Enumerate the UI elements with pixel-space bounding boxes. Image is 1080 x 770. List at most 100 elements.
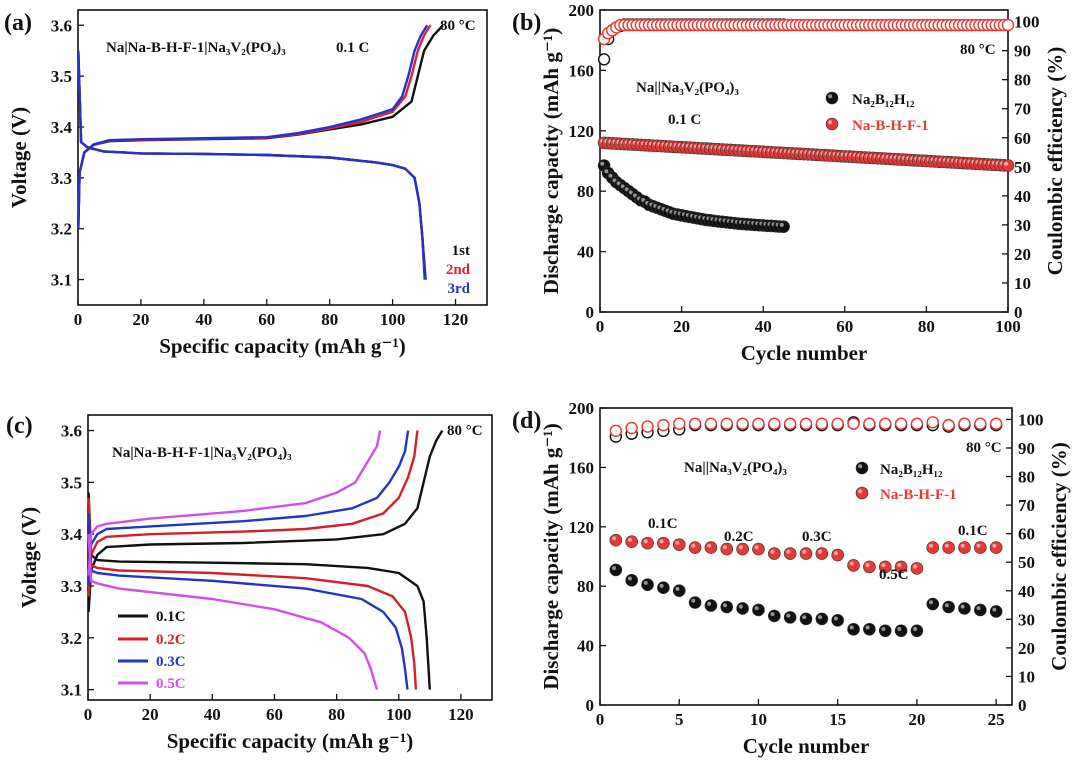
data-point [863,622,876,636]
legend-entry: Na-B-H-F-1 [880,487,957,503]
x-tick-label: 40 [195,310,212,329]
data-point [799,547,813,560]
legend-marker-highlight [858,464,863,469]
x-tick-label: 0 [74,310,83,329]
x-tick-label: 0 [596,317,605,336]
data-point [768,609,781,623]
panel-label: (c) [6,413,33,439]
x-tick-label: 5 [675,710,684,729]
data-point [926,541,940,554]
data-point-highlight [707,543,712,548]
data-point [910,417,924,430]
data-point-highlight [738,545,743,550]
cell-annotation: Na||Na₃V₂(PO₄)₃ [684,460,787,476]
data-point-highlight [944,603,949,608]
x-tick-label: 15 [829,710,846,729]
panel-label: (b) [512,10,541,36]
charge-curve-0.3C [87,430,410,587]
data-point [910,624,924,638]
y2-tick-label: 30 [1014,216,1031,235]
y2-tick-label: 10 [1014,274,1031,293]
y-tick-label: 3.6 [61,422,82,441]
legend-marker-highlight [858,489,863,494]
data-point [783,417,797,430]
data-point-highlight [691,543,696,548]
discharge-curve-1st [77,50,427,280]
legend-entry: 1st [452,243,470,259]
y2-tick-label: 50 [1018,553,1035,572]
x-tick-label: 80 [328,705,345,724]
y2-tick-label: 80 [1014,71,1031,90]
x-tick-label: 100 [380,310,406,329]
y2-tick-label: 30 [1018,610,1035,629]
y-tick-label: 0 [586,303,595,322]
data-point [958,541,971,554]
data-point [847,417,860,430]
y-tick-label: 200 [569,399,595,418]
y-tick-label: 80 [577,182,594,201]
data-point [910,562,924,575]
data-point [704,541,718,554]
data-point [783,611,797,624]
data-point [752,603,765,617]
y-tick-label: 3.4 [61,525,83,544]
data-point [736,602,749,615]
data-point-highlight [722,603,727,608]
data-point [672,584,686,597]
legend-marker [825,91,839,105]
y2-tick-label: 70 [1018,496,1035,515]
data-point [625,421,638,435]
data-point-highlight [627,537,632,542]
y-tick-label: 40 [577,243,594,262]
discharge-curve-0.2C [87,497,418,690]
x-tick-label: 100 [386,705,412,724]
panel-label: (d) [512,408,541,434]
y2-tick-label: 10 [1018,667,1035,686]
data-point [704,417,718,430]
x-tick-label: 0 [84,705,93,724]
y-tick-label: 3.1 [51,271,72,290]
y2-tick-label: 40 [1014,187,1031,206]
y-tick-label: 3.3 [61,577,82,596]
data-point-highlight [913,626,918,631]
x-tick-label: 20 [908,710,925,729]
data-point [831,417,844,430]
y-tick-label: 3.6 [51,16,72,35]
data-point-highlight [691,598,696,603]
temp-annotation: 80 °C [440,18,476,34]
discharge-curve-3rd [77,50,426,280]
data-point-highlight [818,549,823,554]
data-point-highlight [604,169,609,174]
x-tick-label: 60 [266,705,283,724]
y2-tick-label: 100 [1018,410,1044,429]
data-point [863,417,876,430]
data-point [989,605,1003,618]
data-point [815,612,829,626]
y2-tick-label: 70 [1014,100,1031,119]
data-point [831,614,844,627]
y2-tick-label: 80 [1018,468,1035,487]
data-point [720,417,733,430]
x-tick-label: 40 [755,317,772,336]
panel-b: 0 20 40 60 80 1000408012016020001020304050607… [512,1,1067,365]
y-axis-label: Voltage (V) [7,107,31,208]
data-point-highlight [659,539,664,544]
data-point [989,417,1003,430]
data-point-highlight [612,566,617,571]
y2-tick-label: 0 [1014,303,1023,322]
cell-annotation: Na||Na₃V₂(PO₄)₃ [636,80,739,96]
y-tick-label: 3.5 [61,473,82,492]
temp-annotation: 80 °C [966,440,1002,456]
data-point [974,417,987,430]
plot-frame [77,9,488,306]
data-point-highlight [849,625,854,630]
legend-entry: Na₂B₁₂H₁₂ [880,462,943,478]
data-point-highlight [675,586,680,591]
data-point-highlight [960,604,965,609]
data-point [989,541,1003,554]
panel-label: (a) [4,10,32,36]
legend-entry: 0.1C [156,609,186,625]
data-point [768,547,781,560]
data-point [688,417,702,430]
y2-tick-label: 100 [1014,13,1040,32]
